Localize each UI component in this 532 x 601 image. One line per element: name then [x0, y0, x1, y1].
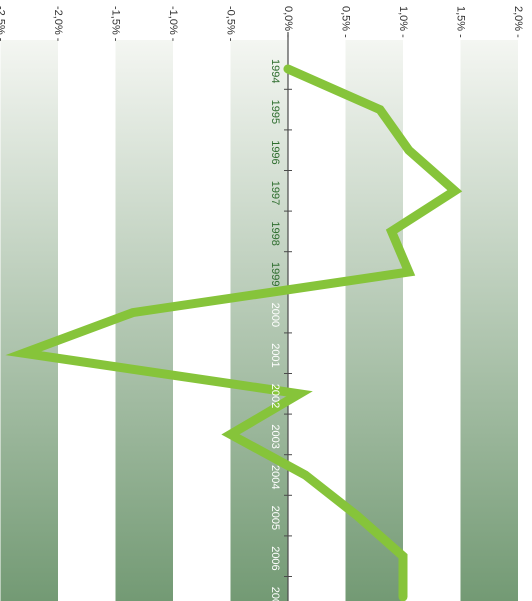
x-tick-label: 1998 [269, 221, 281, 245]
x-tick-label: 2002 [269, 384, 281, 408]
data-point [407, 271, 410, 273]
grid-band [115, 40, 173, 601]
y-tick-label: -1,5% - [110, 6, 122, 42]
series-layer [5, 64, 463, 601]
y-tick-label: -0,5% - [225, 6, 237, 42]
data-point [407, 149, 410, 152]
data-point [453, 189, 456, 192]
data-point [22, 352, 25, 355]
grid-band [230, 40, 288, 601]
x-tick-label: 2006 [269, 546, 281, 570]
y-tick-label: 1,0% - [397, 6, 409, 38]
data-point [390, 230, 393, 233]
x-tick-label: 2003 [269, 424, 281, 448]
y-tick-label: 2,0% - [512, 6, 524, 38]
y-tick-label: -2,5% - [0, 6, 7, 42]
data-point [287, 68, 289, 70]
x-tick-label: 2007 [269, 587, 281, 601]
x-tick-label: 2004 [269, 465, 281, 489]
data-point [402, 555, 404, 558]
data-point [131, 311, 134, 314]
grid-band [460, 40, 518, 601]
x-tick-label: 1999 [269, 262, 281, 286]
x-tick-label: 2000 [269, 303, 281, 327]
axes [284, 32, 292, 601]
grid-band [0, 40, 58, 601]
data-point [379, 108, 381, 111]
y-tick-label: 0,5% - [340, 6, 352, 38]
data-point [229, 433, 232, 436]
x-tick-label: 2001 [269, 343, 281, 367]
y-tick-label: -2,0% - [52, 6, 64, 42]
data-point [298, 392, 301, 395]
data-point [402, 595, 404, 598]
y-tick-label: 1,5% - [455, 6, 467, 38]
x-tick-label: 1995 [269, 100, 281, 124]
data-point [356, 514, 358, 517]
x-tick-label: 1997 [269, 181, 281, 205]
y-tick-label: -1,0% - [167, 6, 179, 42]
data-point [304, 474, 307, 476]
series-line [5, 64, 463, 601]
y-tick-label: 0,0% - [282, 6, 294, 38]
x-tick-label: 1996 [269, 140, 281, 164]
grid-bands [0, 40, 518, 601]
x-tick-label: 2005 [269, 506, 281, 530]
x-tick-label: 1994 [269, 59, 281, 83]
labels-layer: -2,5% - -2,0% - -1,5% - -1,0% - -0,5% - 0,0% … [0, 6, 524, 601]
